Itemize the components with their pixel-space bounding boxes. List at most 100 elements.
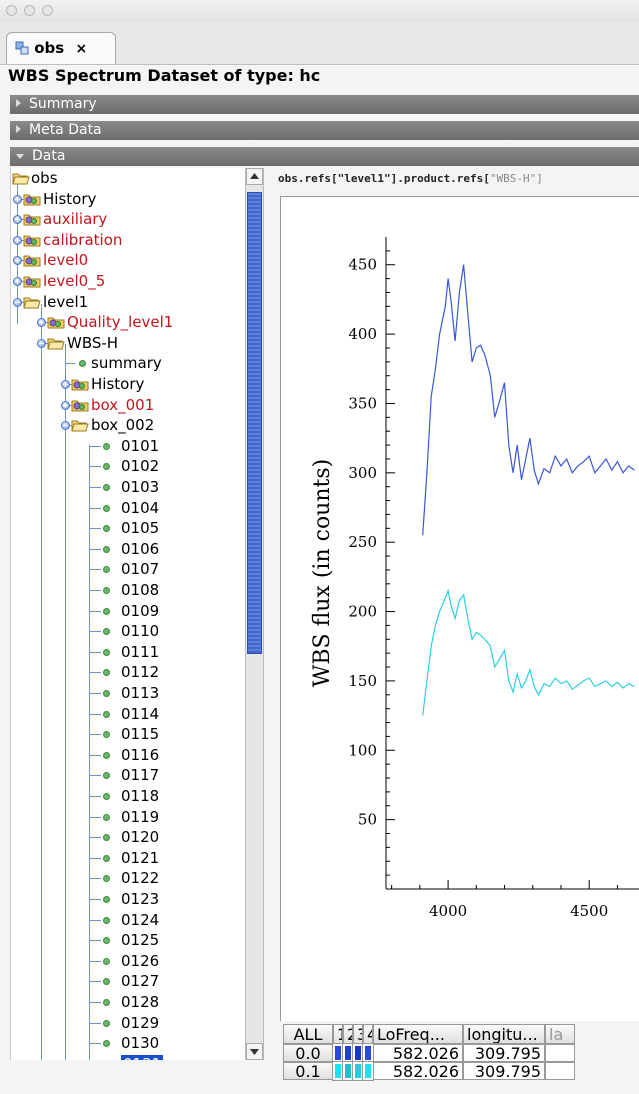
table-header-0[interactable]: ALL — [283, 1024, 333, 1044]
tree-leaf-0109[interactable]: 0109 — [121, 601, 159, 621]
tree-leaf-0120[interactable]: 0120 — [121, 827, 159, 847]
tree-leaf-0123[interactable]: 0123 — [121, 889, 159, 909]
color-swatch[interactable] — [342, 1061, 354, 1081]
table-header-4[interactable]: 4 — [363, 1024, 373, 1044]
tree-leaf-0124[interactable]: 0124 — [121, 910, 159, 930]
zoom-window-button[interactable] — [42, 5, 53, 16]
series-line-1 — [422, 264, 635, 536]
color-swatch[interactable] — [362, 1043, 374, 1063]
table-header-2[interactable]: 2 — [343, 1024, 353, 1044]
tree-leaf-0110[interactable]: 0110 — [121, 621, 159, 641]
tree-leaf-0126[interactable]: 0126 — [121, 951, 159, 971]
tree-leaf-0111[interactable]: 0111 — [121, 642, 159, 662]
table-row-label[interactable]: 0.0 — [283, 1044, 333, 1062]
leaf-node-icon — [103, 752, 110, 759]
expand-node-icon[interactable] — [13, 256, 22, 265]
tree-node-auxiliary[interactable]: auxiliary — [43, 210, 108, 228]
tree-leaf-0103[interactable]: 0103 — [121, 477, 159, 497]
tree-leaf-0127[interactable]: 0127 — [121, 971, 159, 991]
section-label: Meta Data — [29, 122, 102, 138]
tree-leaf-0128[interactable]: 0128 — [121, 992, 159, 1012]
table-row-label[interactable]: 0.1 — [283, 1062, 333, 1080]
color-swatch[interactable] — [362, 1061, 374, 1081]
table-header-6[interactable]: longitu... — [463, 1024, 545, 1044]
tree-node-level0[interactable]: level0 — [43, 251, 89, 269]
tree-leaf-0113[interactable]: 0113 — [121, 683, 159, 703]
tree-node-box-002[interactable]: box_002 — [91, 416, 155, 434]
tree-vertical-scrollbar[interactable] — [245, 168, 264, 1060]
color-swatch[interactable] — [352, 1061, 364, 1081]
tree-leaf-0125[interactable]: 0125 — [121, 930, 159, 950]
section-summary[interactable]: Summary — [10, 95, 639, 114]
tree-leaf-0121[interactable]: 0121 — [121, 848, 159, 868]
tree-leaf-0131[interactable]: 0131 — [121, 1054, 164, 1060]
tree-leaf-0107[interactable]: 0107 — [121, 559, 159, 579]
expand-node-icon[interactable] — [61, 401, 70, 410]
table-cell-latitude[interactable] — [545, 1044, 575, 1062]
tree-node-history[interactable]: History — [43, 190, 97, 208]
tree-node-summary[interactable]: summary — [91, 354, 162, 372]
tree-leaf-0105[interactable]: 0105 — [121, 518, 159, 538]
tree-leaf-0114[interactable]: 0114 — [121, 704, 159, 724]
tree-leaf-0112[interactable]: 0112 — [121, 662, 159, 682]
tree-node-wbs-h[interactable]: WBS-H — [67, 334, 119, 352]
tree-leaf-0118[interactable]: 0118 — [121, 786, 159, 806]
table-cell-longitude[interactable]: 309.795 — [463, 1044, 545, 1062]
expand-node-icon[interactable] — [13, 277, 22, 286]
section-data[interactable]: Data — [10, 147, 639, 166]
expand-node-icon[interactable] — [13, 215, 22, 224]
close-window-button[interactable] — [6, 5, 17, 16]
table-cell-latitude[interactable] — [545, 1062, 575, 1080]
tree-node-level0-5[interactable]: level0_5 — [43, 272, 106, 290]
scroll-thumb[interactable] — [247, 192, 262, 654]
tree-leaf-0129[interactable]: 0129 — [121, 1013, 159, 1033]
tree-node-history[interactable]: History — [91, 375, 145, 393]
expand-node-icon[interactable] — [37, 318, 46, 327]
tree-leaf-0116[interactable]: 0116 — [121, 745, 159, 765]
expand-node-icon[interactable] — [13, 236, 22, 245]
collapse-node-icon[interactable] — [13, 298, 22, 307]
table-header-5[interactable]: LoFreq... — [373, 1024, 463, 1044]
tree-leaf-0108[interactable]: 0108 — [121, 580, 159, 600]
tree-leaf-0117[interactable]: 0117 — [121, 765, 159, 785]
scroll-down-arrow-icon[interactable] — [246, 1043, 263, 1060]
section-meta-data[interactable]: Meta Data — [10, 121, 639, 140]
tree-node-calibration[interactable]: calibration — [43, 231, 123, 249]
tree-node-box-001[interactable]: box_001 — [91, 396, 155, 414]
tree-leaf-0122[interactable]: 0122 — [121, 868, 159, 888]
tree-leaf-0101[interactable]: 0101 — [121, 436, 159, 456]
folder-icon — [23, 235, 41, 247]
spectrum-plot-area[interactable]: 50 100 150 200 250 300 350 400 450 4000 4500 WBS fl… — [280, 196, 639, 1021]
minimize-window-button[interactable] — [24, 5, 35, 16]
leaf-node-icon — [103, 917, 110, 924]
collapse-node-icon[interactable] — [37, 339, 46, 348]
table-header-1[interactable]: 1 — [333, 1024, 343, 1044]
tree-node-level1[interactable]: level1 — [43, 293, 89, 311]
tab-close-icon[interactable]: × — [75, 41, 88, 57]
y-tick-label: 350 — [348, 394, 377, 412]
spectrum-chart[interactable]: 50 100 150 200 250 300 350 400 450 4000 4500 WBS fl… — [281, 197, 639, 1021]
table-header-3[interactable]: 3 — [353, 1024, 363, 1044]
color-swatch[interactable] — [352, 1043, 364, 1063]
table-cell-lofreq[interactable]: 582.026 — [373, 1044, 463, 1062]
expand-node-icon[interactable] — [61, 380, 70, 389]
tree-node-obs[interactable]: obs — [31, 169, 58, 187]
tree-leaf-0106[interactable]: 0106 — [121, 539, 159, 559]
table-cell-longitude[interactable]: 309.795 — [463, 1062, 545, 1080]
color-swatch[interactable] — [332, 1061, 344, 1081]
tree-leaf-0130[interactable]: 0130 — [121, 1033, 159, 1053]
tab-obs[interactable]: obs × — [6, 32, 116, 64]
tree-leaf-0115[interactable]: 0115 — [121, 724, 159, 744]
tree-leaf-0104[interactable]: 0104 — [121, 498, 159, 518]
tree-connector — [89, 487, 101, 488]
expand-node-icon[interactable] — [13, 195, 22, 204]
tree-leaf-0119[interactable]: 0119 — [121, 807, 159, 827]
table-cell-lofreq[interactable]: 582.026 — [373, 1062, 463, 1080]
tree-leaf-0102[interactable]: 0102 — [121, 456, 159, 476]
scroll-up-arrow-icon[interactable] — [246, 168, 263, 185]
collapse-node-icon[interactable] — [61, 421, 70, 430]
color-swatch[interactable] — [342, 1043, 354, 1063]
tree-node-quality-level1[interactable]: Quality_level1 — [67, 313, 174, 331]
color-swatch[interactable] — [332, 1043, 344, 1063]
table-header-7[interactable]: la — [545, 1024, 575, 1044]
